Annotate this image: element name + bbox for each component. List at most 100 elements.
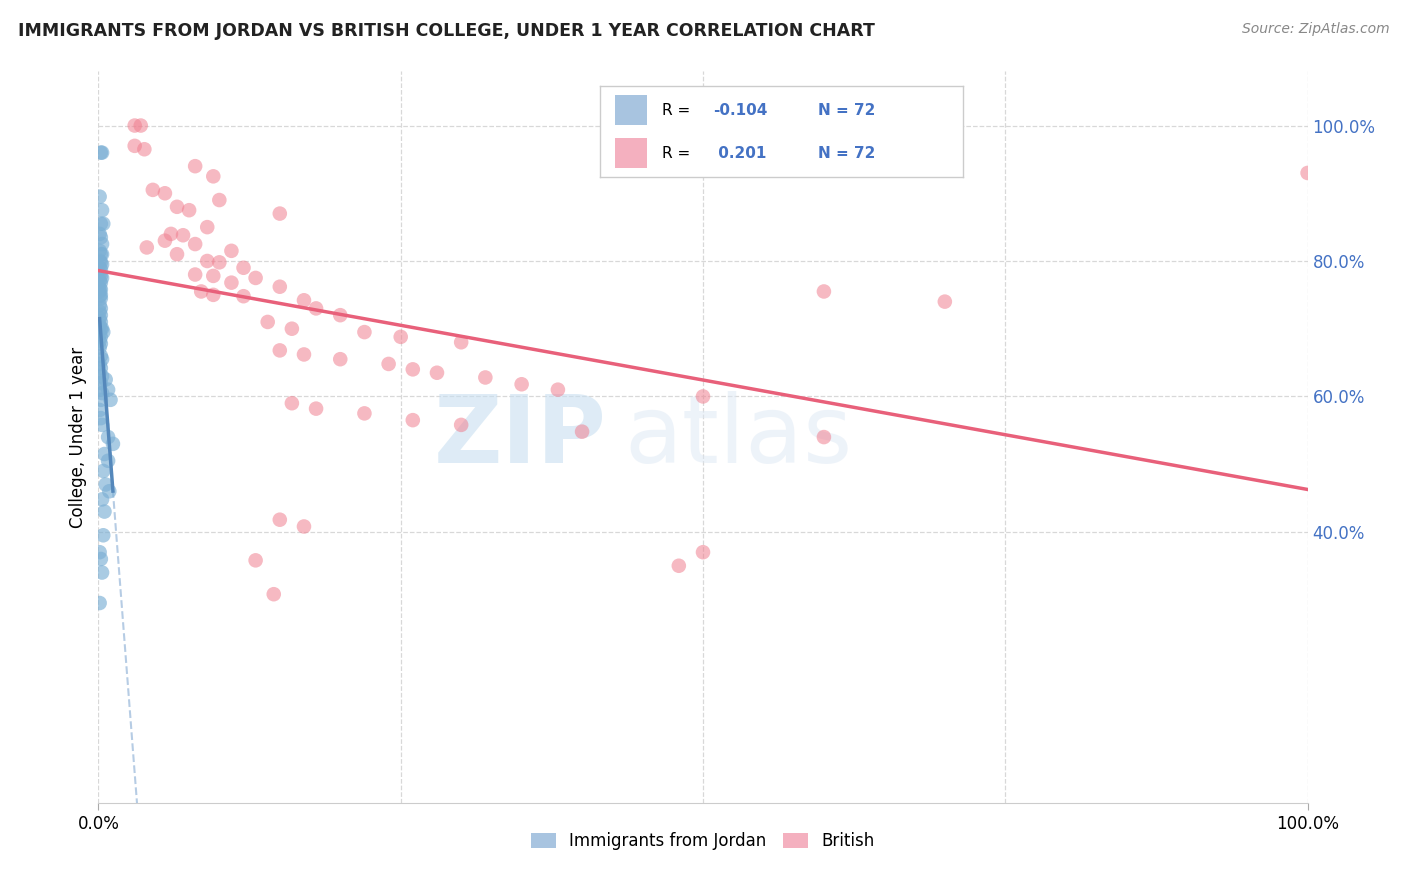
Point	[195, 254, 218, 268]
Point	[89, 383, 111, 397]
Point	[1296, 166, 1319, 180]
Point	[98, 484, 121, 499]
Point	[134, 142, 156, 156]
Point	[232, 260, 254, 275]
Point	[668, 558, 690, 573]
Point	[90, 288, 112, 302]
Point	[129, 119, 152, 133]
Point	[510, 377, 533, 392]
Point	[426, 366, 449, 380]
Point	[90, 349, 112, 363]
Point	[153, 234, 176, 248]
Point	[93, 447, 115, 461]
Point	[305, 401, 328, 416]
Point	[402, 362, 425, 376]
Point	[90, 376, 112, 390]
Point	[91, 237, 114, 252]
Point	[90, 217, 112, 231]
Point	[184, 268, 207, 282]
Point	[90, 282, 112, 296]
Point	[97, 383, 120, 397]
Text: IMMIGRANTS FROM JORDAN VS BRITISH COLLEGE, UNDER 1 YEAR CORRELATION CHART: IMMIGRANTS FROM JORDAN VS BRITISH COLLEG…	[18, 22, 875, 40]
Point	[91, 386, 114, 401]
Point	[389, 330, 412, 344]
Point	[245, 271, 267, 285]
Point	[90, 230, 112, 244]
Point	[353, 406, 375, 420]
Point	[90, 308, 112, 322]
Point	[97, 454, 120, 468]
Point	[153, 186, 176, 201]
Point	[91, 464, 114, 478]
Point	[89, 244, 111, 258]
Point	[90, 276, 112, 290]
Point	[202, 268, 225, 283]
Point	[91, 271, 114, 285]
Point	[269, 343, 291, 358]
Point	[89, 305, 111, 319]
Point	[166, 200, 188, 214]
Point	[90, 411, 112, 425]
Point	[245, 553, 267, 567]
Point	[91, 145, 114, 160]
Legend: Immigrants from Jordan, British: Immigrants from Jordan, British	[524, 825, 882, 856]
Point	[160, 227, 183, 241]
Point	[89, 327, 111, 342]
Point	[353, 325, 375, 339]
Point	[813, 430, 835, 444]
Point	[329, 308, 352, 322]
Point	[91, 417, 114, 432]
Y-axis label: College, Under 1 year: College, Under 1 year	[69, 346, 87, 528]
Point	[89, 357, 111, 371]
Point	[90, 330, 112, 344]
Point	[89, 189, 111, 203]
Point	[166, 247, 188, 261]
Point	[101, 437, 124, 451]
Point	[202, 288, 225, 302]
Point	[89, 311, 111, 326]
Point	[89, 298, 111, 312]
Point	[90, 392, 112, 407]
Point	[94, 372, 117, 386]
Point	[142, 183, 165, 197]
Point	[90, 301, 112, 316]
Point	[172, 228, 194, 243]
Point	[474, 370, 496, 384]
Point	[813, 285, 835, 299]
Point	[281, 396, 304, 410]
Point	[89, 289, 111, 303]
Point	[135, 240, 157, 254]
Point	[221, 244, 243, 258]
Point	[377, 357, 399, 371]
Point	[89, 318, 111, 333]
Point	[571, 425, 593, 439]
Point	[450, 417, 472, 432]
Point	[292, 293, 315, 308]
Point	[89, 403, 111, 417]
Point	[124, 119, 146, 133]
Point	[184, 159, 207, 173]
Text: Source: ZipAtlas.com: Source: ZipAtlas.com	[1241, 22, 1389, 37]
Point	[263, 587, 285, 601]
Point	[89, 334, 111, 348]
Point	[91, 217, 114, 231]
Point	[269, 206, 291, 220]
Point	[90, 552, 112, 566]
Point	[692, 545, 714, 559]
Point	[329, 352, 352, 367]
Point	[90, 336, 112, 351]
Point	[97, 430, 120, 444]
Point	[547, 383, 569, 397]
Point	[89, 254, 111, 268]
Point	[90, 145, 112, 160]
Point	[221, 276, 243, 290]
Point	[184, 237, 207, 252]
Point	[89, 274, 111, 288]
Point	[202, 169, 225, 184]
Point	[269, 279, 291, 293]
Point	[208, 255, 231, 269]
Point	[91, 369, 114, 384]
Point	[90, 255, 112, 269]
Point	[190, 285, 212, 299]
Point	[93, 505, 115, 519]
